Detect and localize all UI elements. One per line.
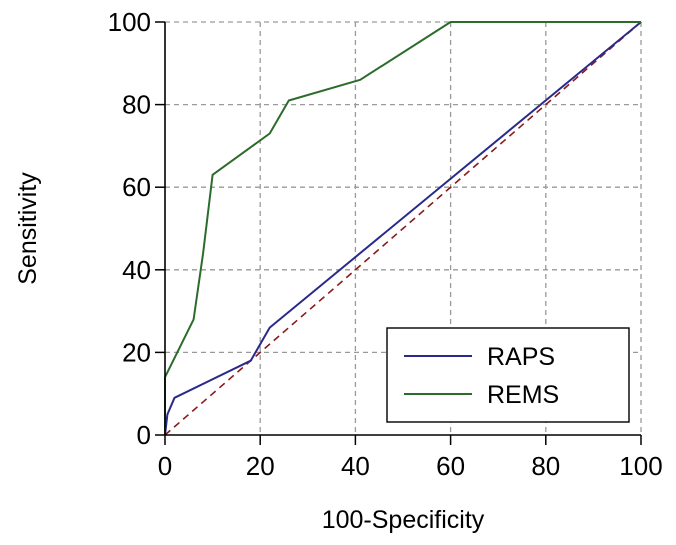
x-tick-label-100: 100 <box>619 451 662 481</box>
legend-box <box>386 327 630 423</box>
y-tick-label-80: 80 <box>122 90 151 120</box>
x-tick-label-20: 20 <box>246 451 275 481</box>
x-axis-label: 100-Specificity <box>322 506 485 534</box>
y-tick-label-60: 60 <box>122 172 151 202</box>
x-tick-label-40: 40 <box>341 451 370 481</box>
series-layer <box>164 21 642 436</box>
x-tick-label-0: 0 <box>158 451 172 481</box>
reference-diagonal-line <box>164 21 642 436</box>
series-line-raps <box>164 21 642 436</box>
x-tick-label-80: 80 <box>531 451 560 481</box>
y-tick-label-20: 20 <box>122 337 151 367</box>
tick-labels: 0 20 40 60 80 100 0 20 40 60 80 100 <box>108 7 663 481</box>
x-tick-label-60: 60 <box>436 451 465 481</box>
y-tick-label-100: 100 <box>108 7 151 37</box>
legend-label-rems: REMS <box>487 381 559 409</box>
y-axis-label: Sensitivity <box>14 172 42 285</box>
legend-label-raps: RAPS <box>487 343 555 371</box>
series-line-rems <box>164 21 641 435</box>
axes <box>164 22 641 436</box>
legend: RAPS REMS <box>386 327 630 423</box>
y-tick-label-0: 0 <box>137 420 151 450</box>
y-tick-label-40: 40 <box>122 255 151 285</box>
